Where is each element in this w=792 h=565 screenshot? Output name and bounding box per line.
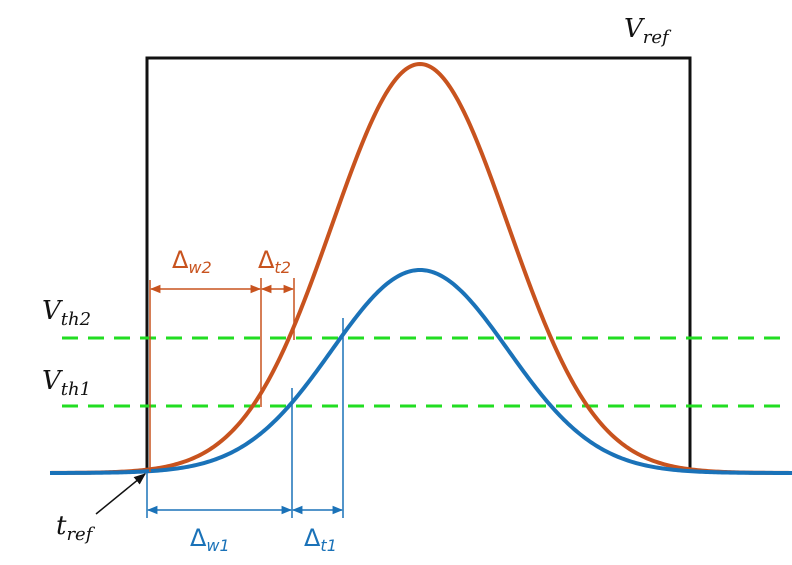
delta-w2-label: Δw2	[172, 246, 212, 277]
tref-label: tref	[56, 511, 96, 545]
delta-t1-label: Δt1	[304, 524, 337, 555]
tref-pointer-arrow	[95, 473, 146, 515]
vth1-label: Vth1	[42, 366, 91, 400]
vref-label: Vref	[624, 14, 672, 48]
vth2-label: Vth2	[42, 296, 91, 330]
large-pulse-curve	[49, 61, 792, 475]
small-pulse-curve	[50, 267, 792, 475]
vref-gate	[145, 56, 692, 472]
delta-w1-label: Δw1	[190, 524, 230, 555]
delta-t2-label: Δt2	[258, 246, 291, 277]
